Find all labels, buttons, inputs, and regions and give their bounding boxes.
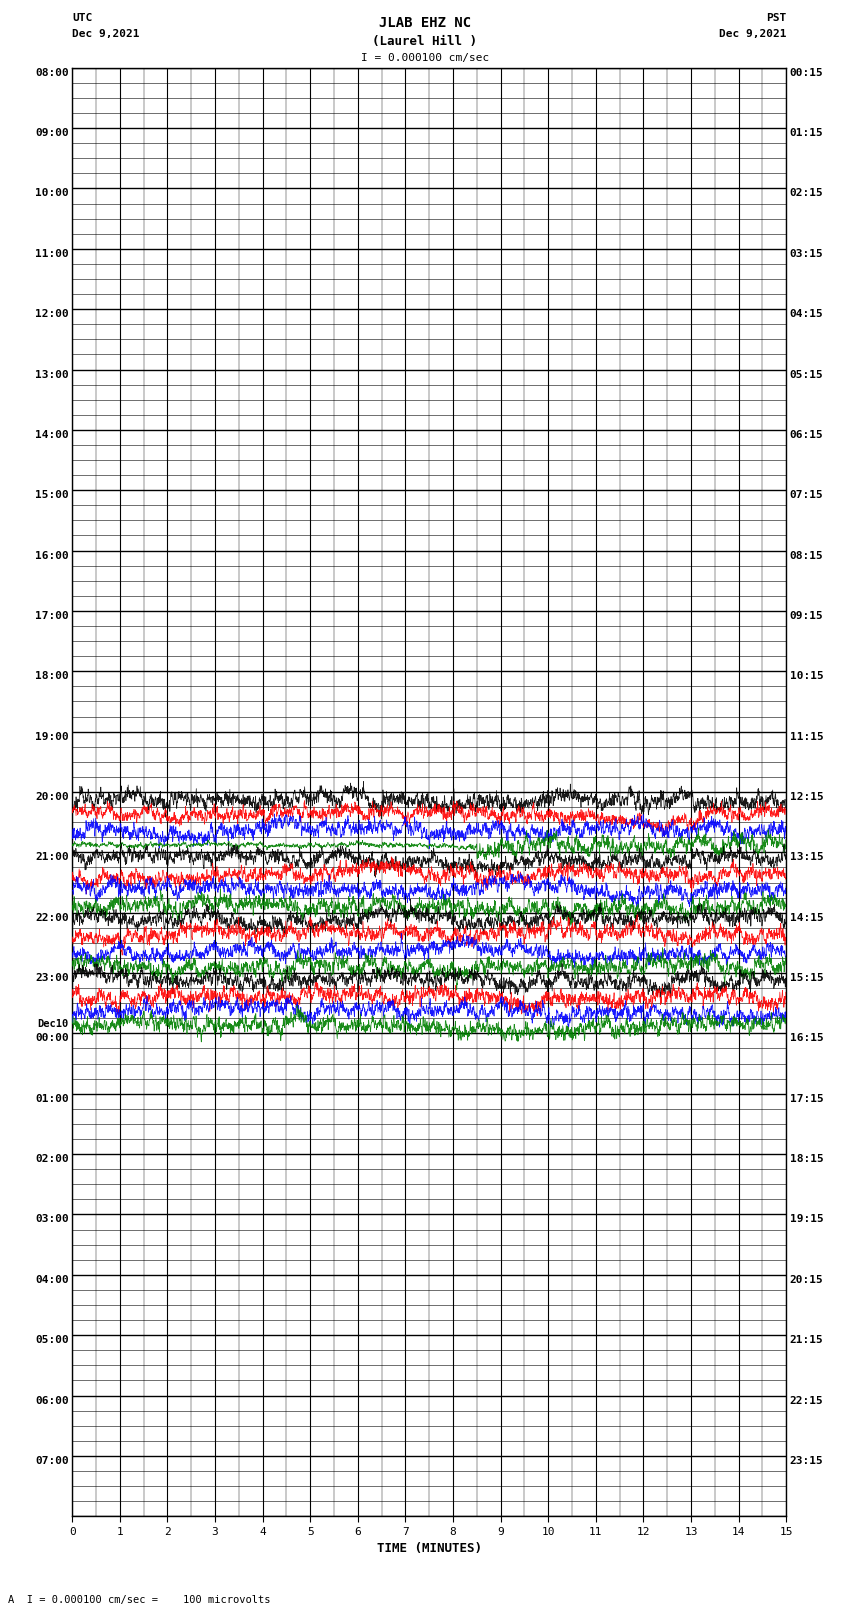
Text: 11:15: 11:15 — [790, 732, 824, 742]
Text: 19:15: 19:15 — [790, 1215, 824, 1224]
Text: 11:00: 11:00 — [35, 248, 69, 258]
Text: 22:15: 22:15 — [790, 1395, 824, 1405]
Text: 17:15: 17:15 — [790, 1094, 824, 1103]
Text: 05:00: 05:00 — [35, 1336, 69, 1345]
Text: 00:15: 00:15 — [790, 68, 824, 77]
Text: (Laurel Hill ): (Laurel Hill ) — [372, 35, 478, 48]
Text: 23:15: 23:15 — [790, 1457, 824, 1466]
Text: 10:00: 10:00 — [35, 189, 69, 198]
Text: 02:00: 02:00 — [35, 1155, 69, 1165]
Text: 23:00: 23:00 — [35, 973, 69, 982]
Text: 02:15: 02:15 — [790, 189, 824, 198]
Text: 07:15: 07:15 — [790, 490, 824, 500]
Text: 14:00: 14:00 — [35, 431, 69, 440]
Text: Dec 9,2021: Dec 9,2021 — [72, 29, 139, 39]
Text: 09:15: 09:15 — [790, 611, 824, 621]
X-axis label: TIME (MINUTES): TIME (MINUTES) — [377, 1542, 482, 1555]
Text: 15:15: 15:15 — [790, 973, 824, 982]
Text: 08:00: 08:00 — [35, 68, 69, 77]
Text: 07:00: 07:00 — [35, 1457, 69, 1466]
Text: 14:15: 14:15 — [790, 913, 824, 923]
Text: 21:00: 21:00 — [35, 852, 69, 863]
Text: 09:00: 09:00 — [35, 127, 69, 139]
Text: A  I = 0.000100 cm/sec =    100 microvolts: A I = 0.000100 cm/sec = 100 microvolts — [8, 1595, 271, 1605]
Text: 13:00: 13:00 — [35, 369, 69, 379]
Text: 01:15: 01:15 — [790, 127, 824, 139]
Text: 22:00: 22:00 — [35, 913, 69, 923]
Text: I = 0.000100 cm/sec: I = 0.000100 cm/sec — [361, 53, 489, 63]
Text: UTC: UTC — [72, 13, 93, 23]
Text: Dec 9,2021: Dec 9,2021 — [719, 29, 786, 39]
Text: 19:00: 19:00 — [35, 732, 69, 742]
Text: 12:15: 12:15 — [790, 792, 824, 802]
Text: 18:00: 18:00 — [35, 671, 69, 681]
Text: 01:00: 01:00 — [35, 1094, 69, 1103]
Text: Dec10: Dec10 — [37, 1019, 69, 1029]
Text: 18:15: 18:15 — [790, 1155, 824, 1165]
Text: 17:00: 17:00 — [35, 611, 69, 621]
Text: 13:15: 13:15 — [790, 852, 824, 863]
Text: 03:15: 03:15 — [790, 248, 824, 258]
Text: 05:15: 05:15 — [790, 369, 824, 379]
Text: 03:00: 03:00 — [35, 1215, 69, 1224]
Text: 04:00: 04:00 — [35, 1274, 69, 1286]
Text: 20:15: 20:15 — [790, 1274, 824, 1286]
Text: 06:15: 06:15 — [790, 431, 824, 440]
Text: 21:15: 21:15 — [790, 1336, 824, 1345]
Text: 00:00: 00:00 — [35, 1034, 69, 1044]
Text: 04:15: 04:15 — [790, 310, 824, 319]
Text: 08:15: 08:15 — [790, 550, 824, 561]
Text: 10:15: 10:15 — [790, 671, 824, 681]
Text: PST: PST — [766, 13, 786, 23]
Text: 16:15: 16:15 — [790, 1034, 824, 1044]
Text: 15:00: 15:00 — [35, 490, 69, 500]
Text: 16:00: 16:00 — [35, 550, 69, 561]
Text: 12:00: 12:00 — [35, 310, 69, 319]
Text: JLAB EHZ NC: JLAB EHZ NC — [379, 16, 471, 31]
Text: 20:00: 20:00 — [35, 792, 69, 802]
Text: 06:00: 06:00 — [35, 1395, 69, 1405]
